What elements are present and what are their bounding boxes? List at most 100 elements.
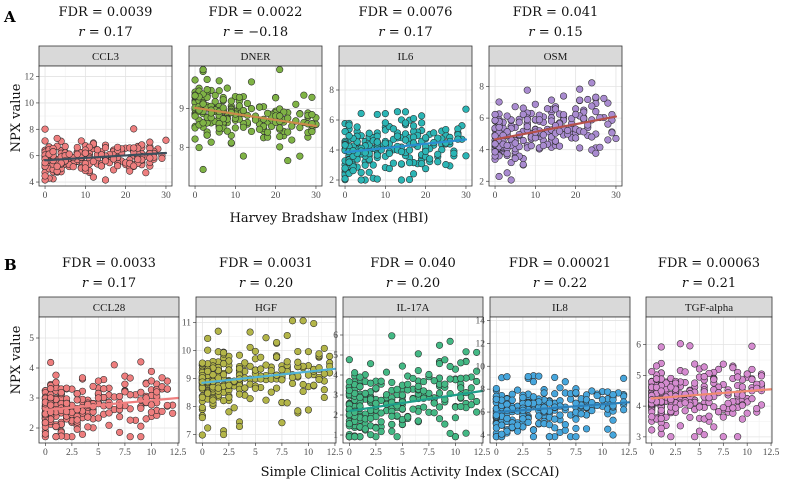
data-point (519, 110, 527, 118)
data-point (243, 99, 252, 107)
data-point (519, 160, 527, 169)
data-point (648, 426, 656, 434)
data-point (101, 144, 110, 152)
data-point (225, 381, 233, 389)
data-point (609, 431, 617, 439)
r-label: r = 0.17 (78, 25, 132, 40)
data-point (523, 122, 531, 131)
data-point (535, 412, 543, 420)
data-point (405, 175, 414, 184)
data-point (278, 366, 286, 374)
data-point (414, 417, 422, 425)
data-point (398, 405, 406, 413)
y-tick-label: 8 (480, 385, 485, 395)
data-point (367, 360, 375, 368)
data-point (377, 418, 385, 426)
data-point (719, 404, 727, 412)
data-point (441, 356, 449, 364)
data-point (220, 360, 228, 368)
data-point (511, 103, 519, 111)
data-point (191, 135, 199, 143)
x-tick-label: 2.5 (370, 448, 382, 458)
data-point (435, 403, 444, 411)
data-point (588, 387, 596, 395)
data-point (284, 128, 292, 136)
data-point (73, 425, 81, 433)
data-point (529, 393, 538, 401)
data-point (231, 124, 239, 132)
data-point (191, 76, 199, 84)
data-point (414, 350, 422, 358)
r-label: r = 0.20 (239, 276, 293, 291)
data-point (710, 375, 718, 384)
data-point (276, 132, 284, 141)
data-point (373, 110, 381, 119)
data-point (227, 97, 235, 105)
data-point (531, 100, 539, 108)
x-tick-label: 12.5 (327, 448, 344, 458)
data-point (580, 128, 588, 136)
data-point (551, 373, 559, 381)
data-point (239, 107, 247, 115)
data-point (559, 111, 568, 119)
data-point (310, 319, 318, 328)
data-point (434, 158, 442, 166)
data-point (446, 429, 454, 437)
fdr-label: FDR = 0.040 (370, 256, 456, 271)
data-point (648, 413, 656, 421)
data-point (491, 110, 499, 119)
data-point (457, 384, 465, 392)
data-point (691, 433, 699, 441)
data-point (310, 381, 318, 389)
r-label: r = −0.18 (223, 25, 288, 40)
data-point (147, 408, 155, 416)
data-point (52, 422, 60, 430)
data-point (78, 430, 87, 438)
data-point (529, 426, 538, 434)
x-tick-label: 30 (161, 191, 171, 201)
data-point (503, 373, 511, 381)
data-point (273, 384, 281, 392)
data-point (561, 421, 569, 429)
y-tick-label: 12 (476, 339, 486, 349)
data-point (93, 146, 102, 154)
y-tick-label: 10 (476, 362, 486, 372)
data-point (441, 380, 449, 388)
data-point (389, 125, 397, 133)
data-point (214, 327, 222, 335)
data-point (146, 138, 154, 146)
data-point (508, 396, 516, 404)
x-tick-label: 0 (343, 191, 348, 201)
data-point (620, 374, 628, 382)
data-point (230, 404, 238, 412)
data-point (389, 159, 397, 167)
data-point (545, 433, 553, 441)
data-point (519, 393, 527, 402)
data-point (604, 136, 612, 144)
data-point (507, 176, 515, 184)
facet-strip-label: IL6 (398, 51, 414, 63)
data-point (418, 119, 426, 127)
data-point (153, 388, 161, 396)
data-point (576, 85, 584, 93)
data-point (409, 374, 417, 382)
data-point (137, 422, 145, 430)
y-tick-label: 8 (179, 143, 184, 153)
data-point (235, 351, 244, 359)
data-point (73, 396, 81, 404)
data-point (219, 104, 227, 112)
data-point (572, 389, 580, 397)
data-point (498, 430, 506, 438)
data-point (409, 122, 418, 130)
y-tick-label: 3 (333, 391, 338, 401)
data-point (592, 93, 600, 101)
data-point (385, 149, 393, 158)
panel-il-17a: FDR = 0.040 r = 0.20 IL-17A 0 2.5 5 7.5 10 12.5 1… (333, 256, 490, 458)
data-point (283, 331, 291, 340)
data-point (130, 144, 138, 152)
data-point (215, 87, 223, 95)
data-point (572, 110, 580, 118)
data-point (446, 375, 454, 383)
trend-line (348, 389, 484, 413)
data-point (273, 353, 281, 361)
